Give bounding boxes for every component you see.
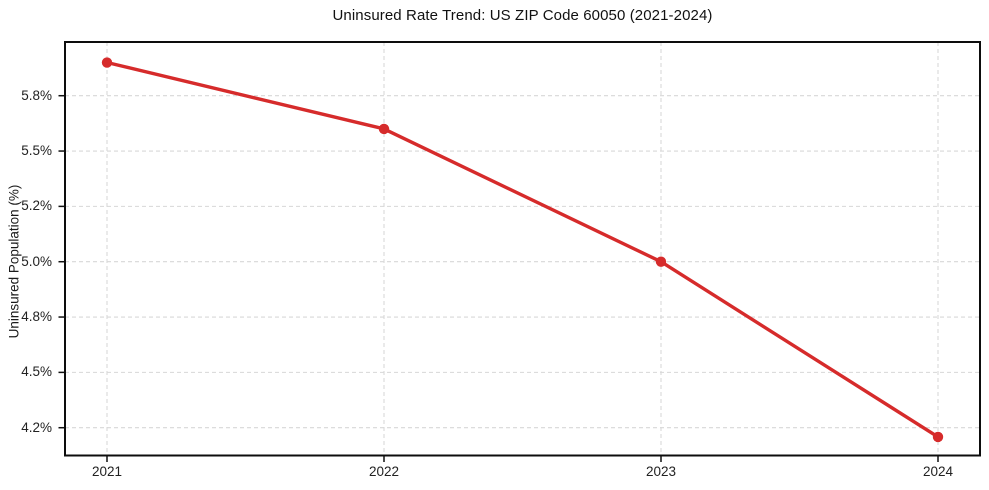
plot-border <box>64 41 981 457</box>
y-tick-label: 4.2% <box>21 419 52 435</box>
trend-line <box>105 60 940 439</box>
x-tick-label: 2023 <box>645 463 677 479</box>
y-tick-label: 4.5% <box>21 364 52 380</box>
data-point-marker <box>378 123 390 135</box>
y-tick-label: 5.5% <box>21 143 52 159</box>
data-point-marker <box>101 57 113 68</box>
y-tick-label: 5.2% <box>21 198 52 214</box>
x-tick-label: 2022 <box>368 463 399 479</box>
chart-title: Uninsured Rate Trend: US ZIP Code 60050 … <box>332 7 713 24</box>
y-tick-label: 4.8% <box>21 309 52 325</box>
y-tick-label: 5.8% <box>21 87 52 103</box>
x-tick-label: 2021 <box>91 463 122 479</box>
data-point-marker <box>655 256 667 267</box>
y-tick-label: 5.0% <box>21 253 52 269</box>
x-tick-label: 2024 <box>922 463 954 479</box>
data-point-marker <box>932 431 944 443</box>
